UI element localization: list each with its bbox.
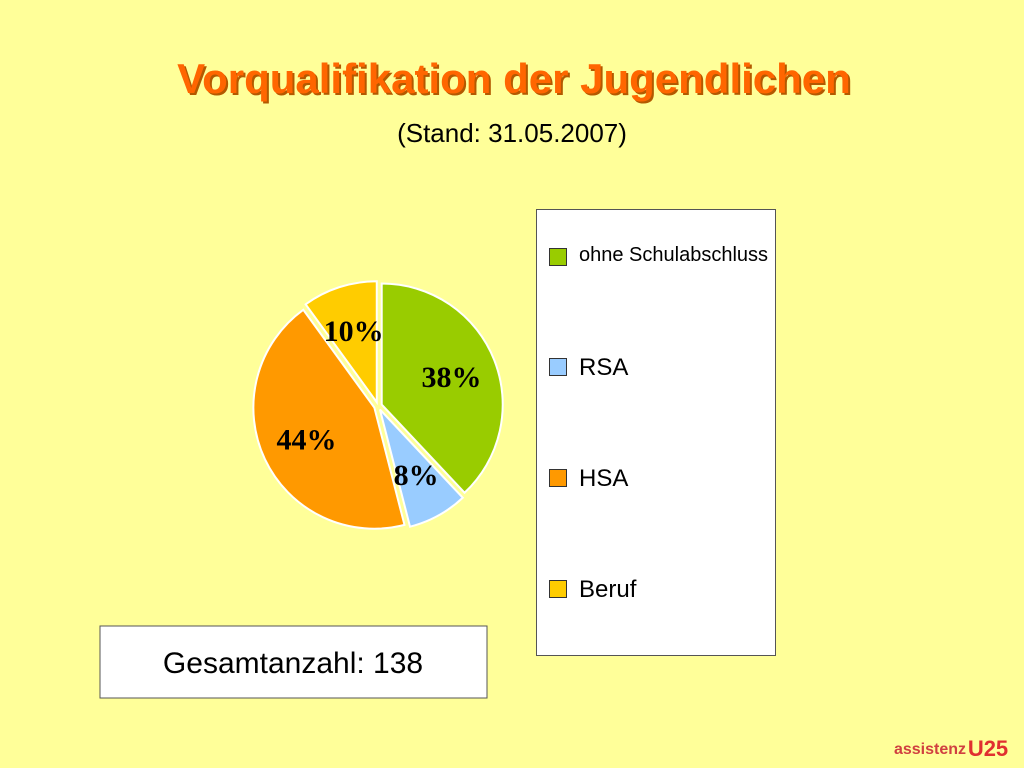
legend-entry: ohne Schulabschluss: [549, 245, 779, 266]
legend-swatch: [549, 580, 567, 598]
title-shadow: Vorqualifikation der Jugendlichen: [179, 57, 853, 104]
pie-slice: [304, 280, 378, 406]
data-label: 10%: [324, 315, 384, 348]
data-label: 8%: [394, 459, 439, 492]
legend-label: HSA: [579, 465, 629, 492]
legend-label: Beruf: [579, 576, 637, 603]
pie-slice: [252, 308, 406, 530]
legend-swatch: [549, 358, 567, 376]
data-label: 44%: [277, 424, 337, 457]
pie-slice: [380, 282, 504, 495]
legend-label: ohne Schulabschluss: [579, 244, 769, 266]
pie-slice: [378, 408, 465, 528]
legend-entry: RSA: [549, 355, 779, 380]
legend-swatch: [549, 469, 567, 487]
annotation-box: [99, 625, 488, 699]
chart-subtitle: (Stand: 31.05.2007): [397, 118, 627, 148]
legend: ohne Schulabschluss RSA HSA Beruf: [536, 209, 776, 656]
legend-entry: Beruf: [549, 577, 779, 602]
logo-text: assistenz: [894, 741, 966, 758]
chart-title: Vorqualifikation der Jugendlichen: [177, 55, 851, 102]
pie: 38% 8% 44% 10%: [252, 280, 504, 530]
data-label: 38%: [421, 361, 481, 394]
legend-label: RSA: [579, 354, 629, 381]
logo-u25: U25: [968, 736, 1008, 761]
legend-swatch: [549, 248, 567, 266]
legend-entry: HSA: [549, 466, 779, 491]
annotation: Gesamtanzahl: 138: [163, 647, 423, 680]
